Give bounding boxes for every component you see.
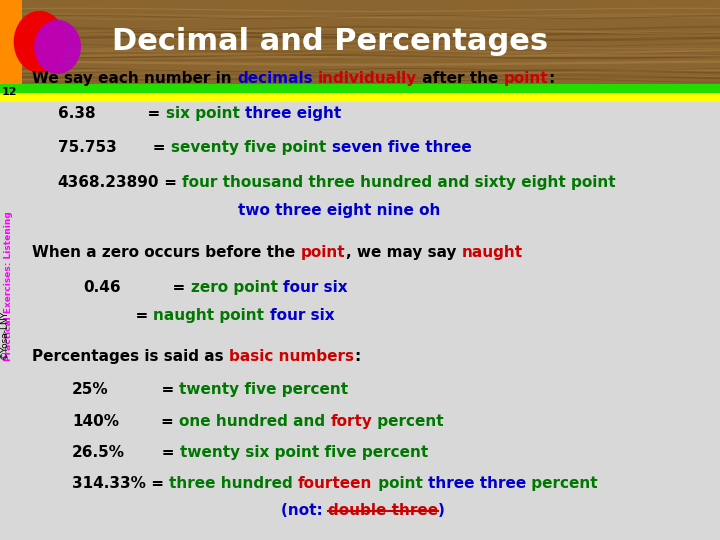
Text: three three: three three [428, 476, 526, 491]
Text: (not:: (not: [281, 503, 328, 518]
Text: =: = [120, 280, 191, 295]
Text: seventy five point: seventy five point [171, 140, 332, 156]
Text: point: point [301, 245, 346, 260]
Text: Percentages is said as: Percentages is said as [32, 349, 229, 364]
Text: , we may say: , we may say [346, 245, 462, 260]
Text: basic numbers: basic numbers [229, 349, 354, 364]
Text: naught point: naught point [153, 308, 269, 323]
Text: =: = [95, 106, 166, 121]
Ellipse shape [35, 20, 81, 74]
Text: :: : [354, 349, 361, 364]
Text: 12: 12 [2, 87, 18, 97]
Text: ): ) [438, 503, 445, 518]
Text: 26.5%: 26.5% [72, 445, 125, 460]
Text: three hundred: three hundred [169, 476, 298, 491]
Text: 314.33%: 314.33% [72, 476, 146, 491]
Ellipse shape [14, 11, 66, 73]
Text: =: = [159, 175, 182, 190]
Text: zero point: zero point [191, 280, 283, 295]
Text: 25%: 25% [72, 382, 109, 397]
Text: percent: percent [526, 476, 598, 491]
Text: four six: four six [269, 308, 334, 323]
Text: 6.38: 6.38 [58, 106, 95, 121]
Text: point: point [504, 71, 549, 86]
Text: forty: forty [330, 414, 372, 429]
Text: ©Yosa-LNY: ©Yosa-LNY [0, 310, 9, 359]
FancyBboxPatch shape [0, 93, 720, 102]
Text: six point: six point [166, 106, 245, 121]
Text: four thousand three hundred and sixty eight point: four thousand three hundred and sixty ei… [182, 175, 616, 190]
Text: one hundred and: one hundred and [179, 414, 330, 429]
Text: seven five three: seven five three [332, 140, 472, 156]
Text: percent: percent [372, 414, 444, 429]
Text: Decimal and Percentages: Decimal and Percentages [112, 28, 548, 56]
Text: 75.753: 75.753 [58, 140, 117, 156]
Text: We say each number in: We say each number in [32, 71, 238, 86]
Text: =: = [146, 476, 169, 491]
Text: =: = [109, 382, 179, 397]
Text: twenty six point five percent: twenty six point five percent [180, 445, 428, 460]
FancyBboxPatch shape [0, 84, 720, 93]
Text: four six: four six [283, 280, 348, 295]
Text: decimals: decimals [238, 71, 313, 86]
Text: Practical Exercises: Listening: Practical Exercises: Listening [4, 211, 13, 361]
Text: three eight: three eight [245, 106, 341, 121]
FancyBboxPatch shape [0, 0, 22, 84]
Text: =: = [125, 445, 180, 460]
Text: twenty five percent: twenty five percent [179, 382, 348, 397]
Text: =: = [119, 414, 179, 429]
Text: When a zero occurs before the: When a zero occurs before the [32, 245, 301, 260]
Text: 0.46: 0.46 [83, 280, 120, 295]
FancyBboxPatch shape [0, 0, 720, 84]
Text: point: point [372, 476, 428, 491]
Text: 4368.23890: 4368.23890 [58, 175, 159, 190]
Text: naught: naught [462, 245, 523, 260]
Text: :: : [549, 71, 555, 86]
Text: fourteen: fourteen [298, 476, 372, 491]
Text: two three eight nine oh: two three eight nine oh [238, 203, 440, 218]
Text: individually: individually [318, 71, 418, 86]
Text: =: = [117, 140, 171, 156]
Text: 140%: 140% [72, 414, 119, 429]
Text: double three: double three [328, 503, 438, 518]
Text: =: = [83, 308, 153, 323]
Text: after the: after the [418, 71, 504, 86]
